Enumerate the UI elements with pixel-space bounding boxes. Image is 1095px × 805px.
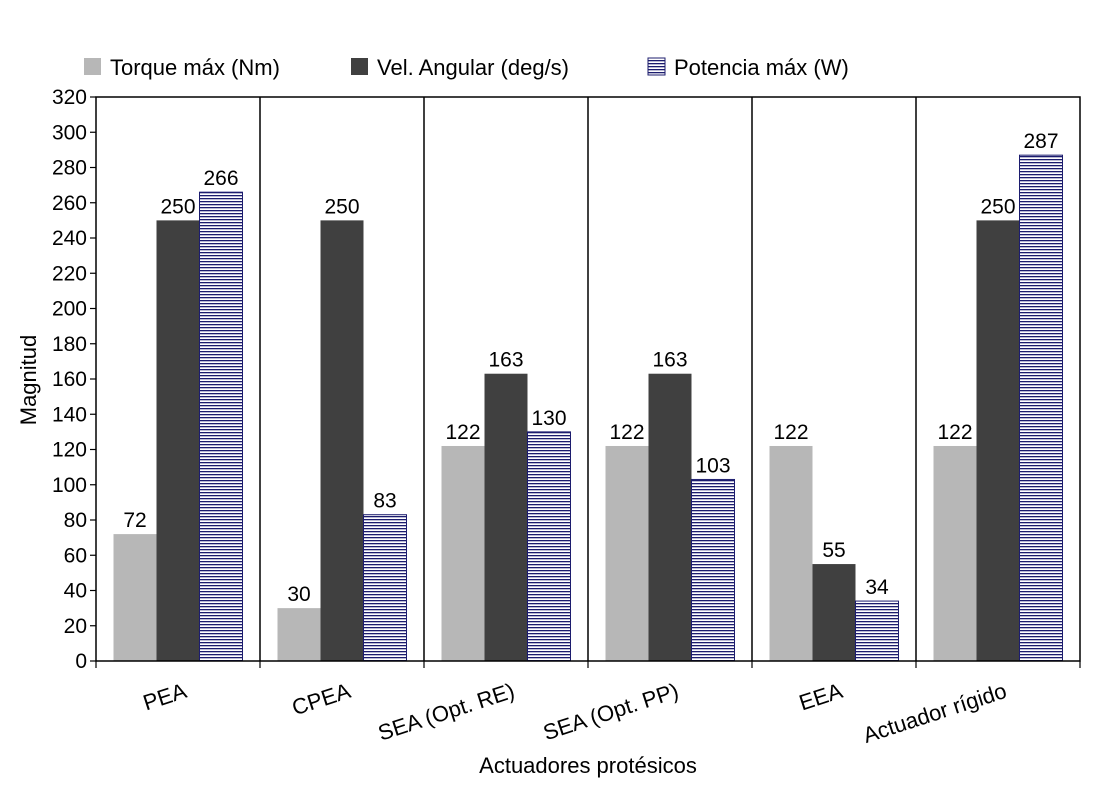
y-tick-label: 260: [52, 192, 87, 215]
y-tick-label: 220: [52, 262, 87, 285]
legend-swatch: [351, 58, 368, 75]
bar: [199, 191, 243, 662]
bar-value-label: 122: [773, 421, 808, 444]
plot-area: 0 20 40 60 80 100 120 140 160 180 200 220 240 260 280 3…: [52, 86, 1081, 748]
bar: [113, 534, 157, 661]
x-axis-title: Actuadores protésicos: [479, 753, 697, 778]
y-tick-label: 200: [52, 298, 87, 321]
y-tick-label: 20: [64, 615, 87, 638]
y-tick-label: 320: [52, 86, 87, 109]
bar: [363, 514, 407, 662]
bar-value-label: 122: [445, 421, 480, 444]
bar-value-label: 83: [373, 490, 396, 513]
bar-value-label: 103: [695, 454, 730, 477]
legend-swatch: [647, 57, 666, 76]
bar-value-label: 250: [160, 195, 195, 218]
y-tick-label: 120: [52, 439, 87, 462]
x-category-label: SEA (Opt. RE): [375, 678, 518, 746]
bar: [605, 445, 649, 661]
bar: [484, 373, 528, 661]
y-tick-label: 60: [64, 544, 87, 567]
legend-swatch: [84, 58, 101, 75]
bar-value-label: 34: [865, 576, 889, 599]
bar: [441, 445, 485, 661]
bar-value-label: 122: [609, 421, 644, 444]
bar: [320, 220, 364, 661]
x-category-label: CPEA: [289, 678, 354, 720]
y-tick-label: 80: [64, 509, 87, 532]
legend: Torque máx (Nm) Vel. Angular (deg/s) Poten…: [84, 55, 849, 80]
y-tick-label: 180: [52, 333, 87, 356]
legend-label: Torque máx (Nm): [110, 55, 280, 80]
x-category-label: PEA: [140, 678, 190, 715]
bar-value-label: 250: [980, 195, 1015, 218]
y-tick-label: 160: [52, 368, 87, 391]
y-tick-label: 300: [52, 121, 87, 144]
y-tick-label: 140: [52, 403, 87, 426]
bar-value-label: 266: [203, 167, 238, 190]
bar-value-label: 163: [488, 349, 523, 372]
y-axis-title: Magnitud: [16, 335, 41, 426]
bar-value-label: 130: [531, 407, 566, 430]
x-category-label: Actuador rígido: [860, 678, 1010, 748]
bar-value-label: 72: [123, 509, 146, 532]
legend-label: Vel. Angular (deg/s): [377, 55, 569, 80]
y-tick-label: 0: [75, 650, 87, 673]
bar-value-label: 287: [1023, 130, 1058, 153]
bar: [1019, 154, 1063, 662]
bar-value-label: 55: [822, 539, 845, 562]
legend-item: Vel. Angular (deg/s): [351, 55, 569, 80]
y-tick-label: 100: [52, 474, 87, 497]
bar: [648, 373, 692, 661]
legend-item: Potencia máx (W): [647, 55, 849, 80]
bar: [277, 608, 321, 661]
bar-value-label: 30: [287, 583, 310, 606]
bar-value-label: 163: [652, 349, 687, 372]
plot-frame: [95, 96, 1081, 662]
bar: [769, 445, 813, 661]
y-tick-label: 280: [52, 157, 87, 180]
bar: [156, 220, 200, 661]
bar: [855, 600, 899, 662]
y-tick-label: 40: [64, 580, 87, 603]
x-category-label: EEA: [796, 678, 846, 715]
bar: [933, 445, 977, 661]
y-tick-label: 240: [52, 227, 87, 250]
bar-value-label: 250: [324, 195, 359, 218]
x-category-label: SEA (Opt. PP): [540, 678, 681, 745]
legend-item: Torque máx (Nm): [84, 55, 280, 80]
bar-value-label: 122: [937, 421, 972, 444]
bar: [976, 220, 1020, 661]
legend-label: Potencia máx (W): [674, 55, 849, 80]
bar: [527, 431, 571, 662]
bar: [812, 564, 856, 661]
bar: [691, 478, 735, 662]
